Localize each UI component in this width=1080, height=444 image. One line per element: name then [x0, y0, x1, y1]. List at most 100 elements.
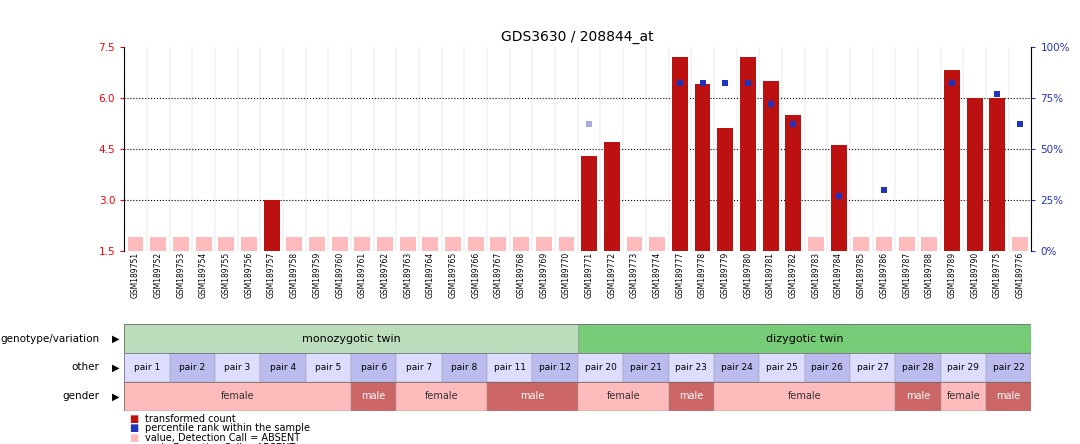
- Bar: [578, 382, 669, 411]
- Bar: [260, 353, 306, 382]
- Bar: [124, 382, 351, 411]
- Bar: [986, 382, 1031, 411]
- Bar: [445, 237, 461, 251]
- Text: ■: ■: [130, 424, 139, 433]
- Bar: [487, 382, 578, 411]
- Text: male: male: [362, 391, 386, 401]
- Text: pair 20: pair 20: [584, 363, 617, 372]
- Bar: [351, 353, 396, 382]
- Bar: [672, 57, 688, 251]
- Text: pair 27: pair 27: [856, 363, 889, 372]
- Bar: [623, 353, 669, 382]
- Text: pair 29: pair 29: [947, 363, 980, 372]
- Text: ▶: ▶: [112, 391, 119, 401]
- Text: transformed count: transformed count: [145, 414, 235, 424]
- Text: female: female: [787, 391, 822, 401]
- Text: pair 8: pair 8: [451, 363, 477, 372]
- Bar: [921, 237, 937, 251]
- Bar: [241, 237, 257, 251]
- Bar: [195, 237, 212, 251]
- Text: male: male: [679, 391, 703, 401]
- Bar: [944, 71, 960, 251]
- Bar: [626, 237, 643, 251]
- Bar: [468, 237, 484, 251]
- Bar: [532, 353, 578, 382]
- Bar: [442, 353, 487, 382]
- Text: ■: ■: [130, 414, 139, 424]
- Bar: [669, 382, 714, 411]
- Text: pair 28: pair 28: [902, 363, 934, 372]
- Bar: [578, 324, 1031, 353]
- Bar: [581, 155, 597, 251]
- Bar: [759, 353, 805, 382]
- Bar: [578, 353, 623, 382]
- Bar: [332, 237, 348, 251]
- Text: female: female: [606, 391, 640, 401]
- Bar: [215, 353, 260, 382]
- Text: monozygotic twin: monozygotic twin: [301, 333, 401, 344]
- Bar: [853, 237, 869, 251]
- Bar: [669, 353, 714, 382]
- Bar: [218, 237, 234, 251]
- Bar: [558, 237, 575, 251]
- Text: gender: gender: [63, 391, 99, 401]
- Bar: [604, 142, 620, 251]
- Bar: [170, 353, 215, 382]
- Bar: [377, 237, 393, 251]
- Bar: [124, 353, 170, 382]
- Text: percentile rank within the sample: percentile rank within the sample: [145, 424, 310, 433]
- Bar: [989, 98, 1005, 251]
- Bar: [490, 237, 507, 251]
- Bar: [536, 237, 552, 251]
- Bar: [127, 237, 144, 251]
- Bar: [124, 324, 578, 353]
- Bar: [941, 382, 986, 411]
- Bar: [286, 237, 302, 251]
- Text: pair 11: pair 11: [494, 363, 526, 372]
- Text: pair 26: pair 26: [811, 363, 843, 372]
- Text: pair 7: pair 7: [406, 363, 432, 372]
- Text: female: female: [220, 391, 255, 401]
- Bar: [487, 353, 532, 382]
- Text: female: female: [946, 391, 981, 401]
- Text: pair 1: pair 1: [134, 363, 160, 372]
- Text: pair 23: pair 23: [675, 363, 707, 372]
- Bar: [941, 353, 986, 382]
- Title: GDS3630 / 208844_at: GDS3630 / 208844_at: [501, 30, 654, 44]
- Text: ■: ■: [130, 443, 139, 444]
- Text: pair 12: pair 12: [539, 363, 571, 372]
- Bar: [986, 353, 1031, 382]
- Bar: [714, 353, 759, 382]
- Bar: [717, 128, 733, 251]
- Bar: [351, 382, 396, 411]
- Bar: [805, 353, 850, 382]
- Bar: [785, 115, 801, 251]
- Text: ▶: ▶: [112, 362, 119, 373]
- Text: dizygotic twin: dizygotic twin: [766, 333, 843, 344]
- Text: pair 2: pair 2: [179, 363, 205, 372]
- Bar: [694, 84, 711, 251]
- Text: pair 4: pair 4: [270, 363, 296, 372]
- Bar: [967, 98, 983, 251]
- Text: pair 24: pair 24: [720, 363, 753, 372]
- Bar: [150, 237, 166, 251]
- Text: genotype/variation: genotype/variation: [0, 333, 99, 344]
- Text: rank, Detection Call = ABSENT: rank, Detection Call = ABSENT: [145, 443, 295, 444]
- Bar: [740, 57, 756, 251]
- Bar: [899, 237, 915, 251]
- Text: ▶: ▶: [112, 333, 119, 344]
- Text: pair 22: pair 22: [993, 363, 1025, 372]
- Bar: [762, 81, 779, 251]
- Bar: [876, 237, 892, 251]
- Bar: [850, 353, 895, 382]
- Bar: [895, 382, 941, 411]
- Text: pair 3: pair 3: [225, 363, 251, 372]
- Bar: [354, 237, 370, 251]
- Bar: [400, 237, 416, 251]
- Text: pair 25: pair 25: [766, 363, 798, 372]
- Bar: [831, 145, 847, 251]
- Bar: [422, 237, 438, 251]
- Bar: [173, 237, 189, 251]
- Bar: [396, 382, 487, 411]
- Bar: [714, 382, 895, 411]
